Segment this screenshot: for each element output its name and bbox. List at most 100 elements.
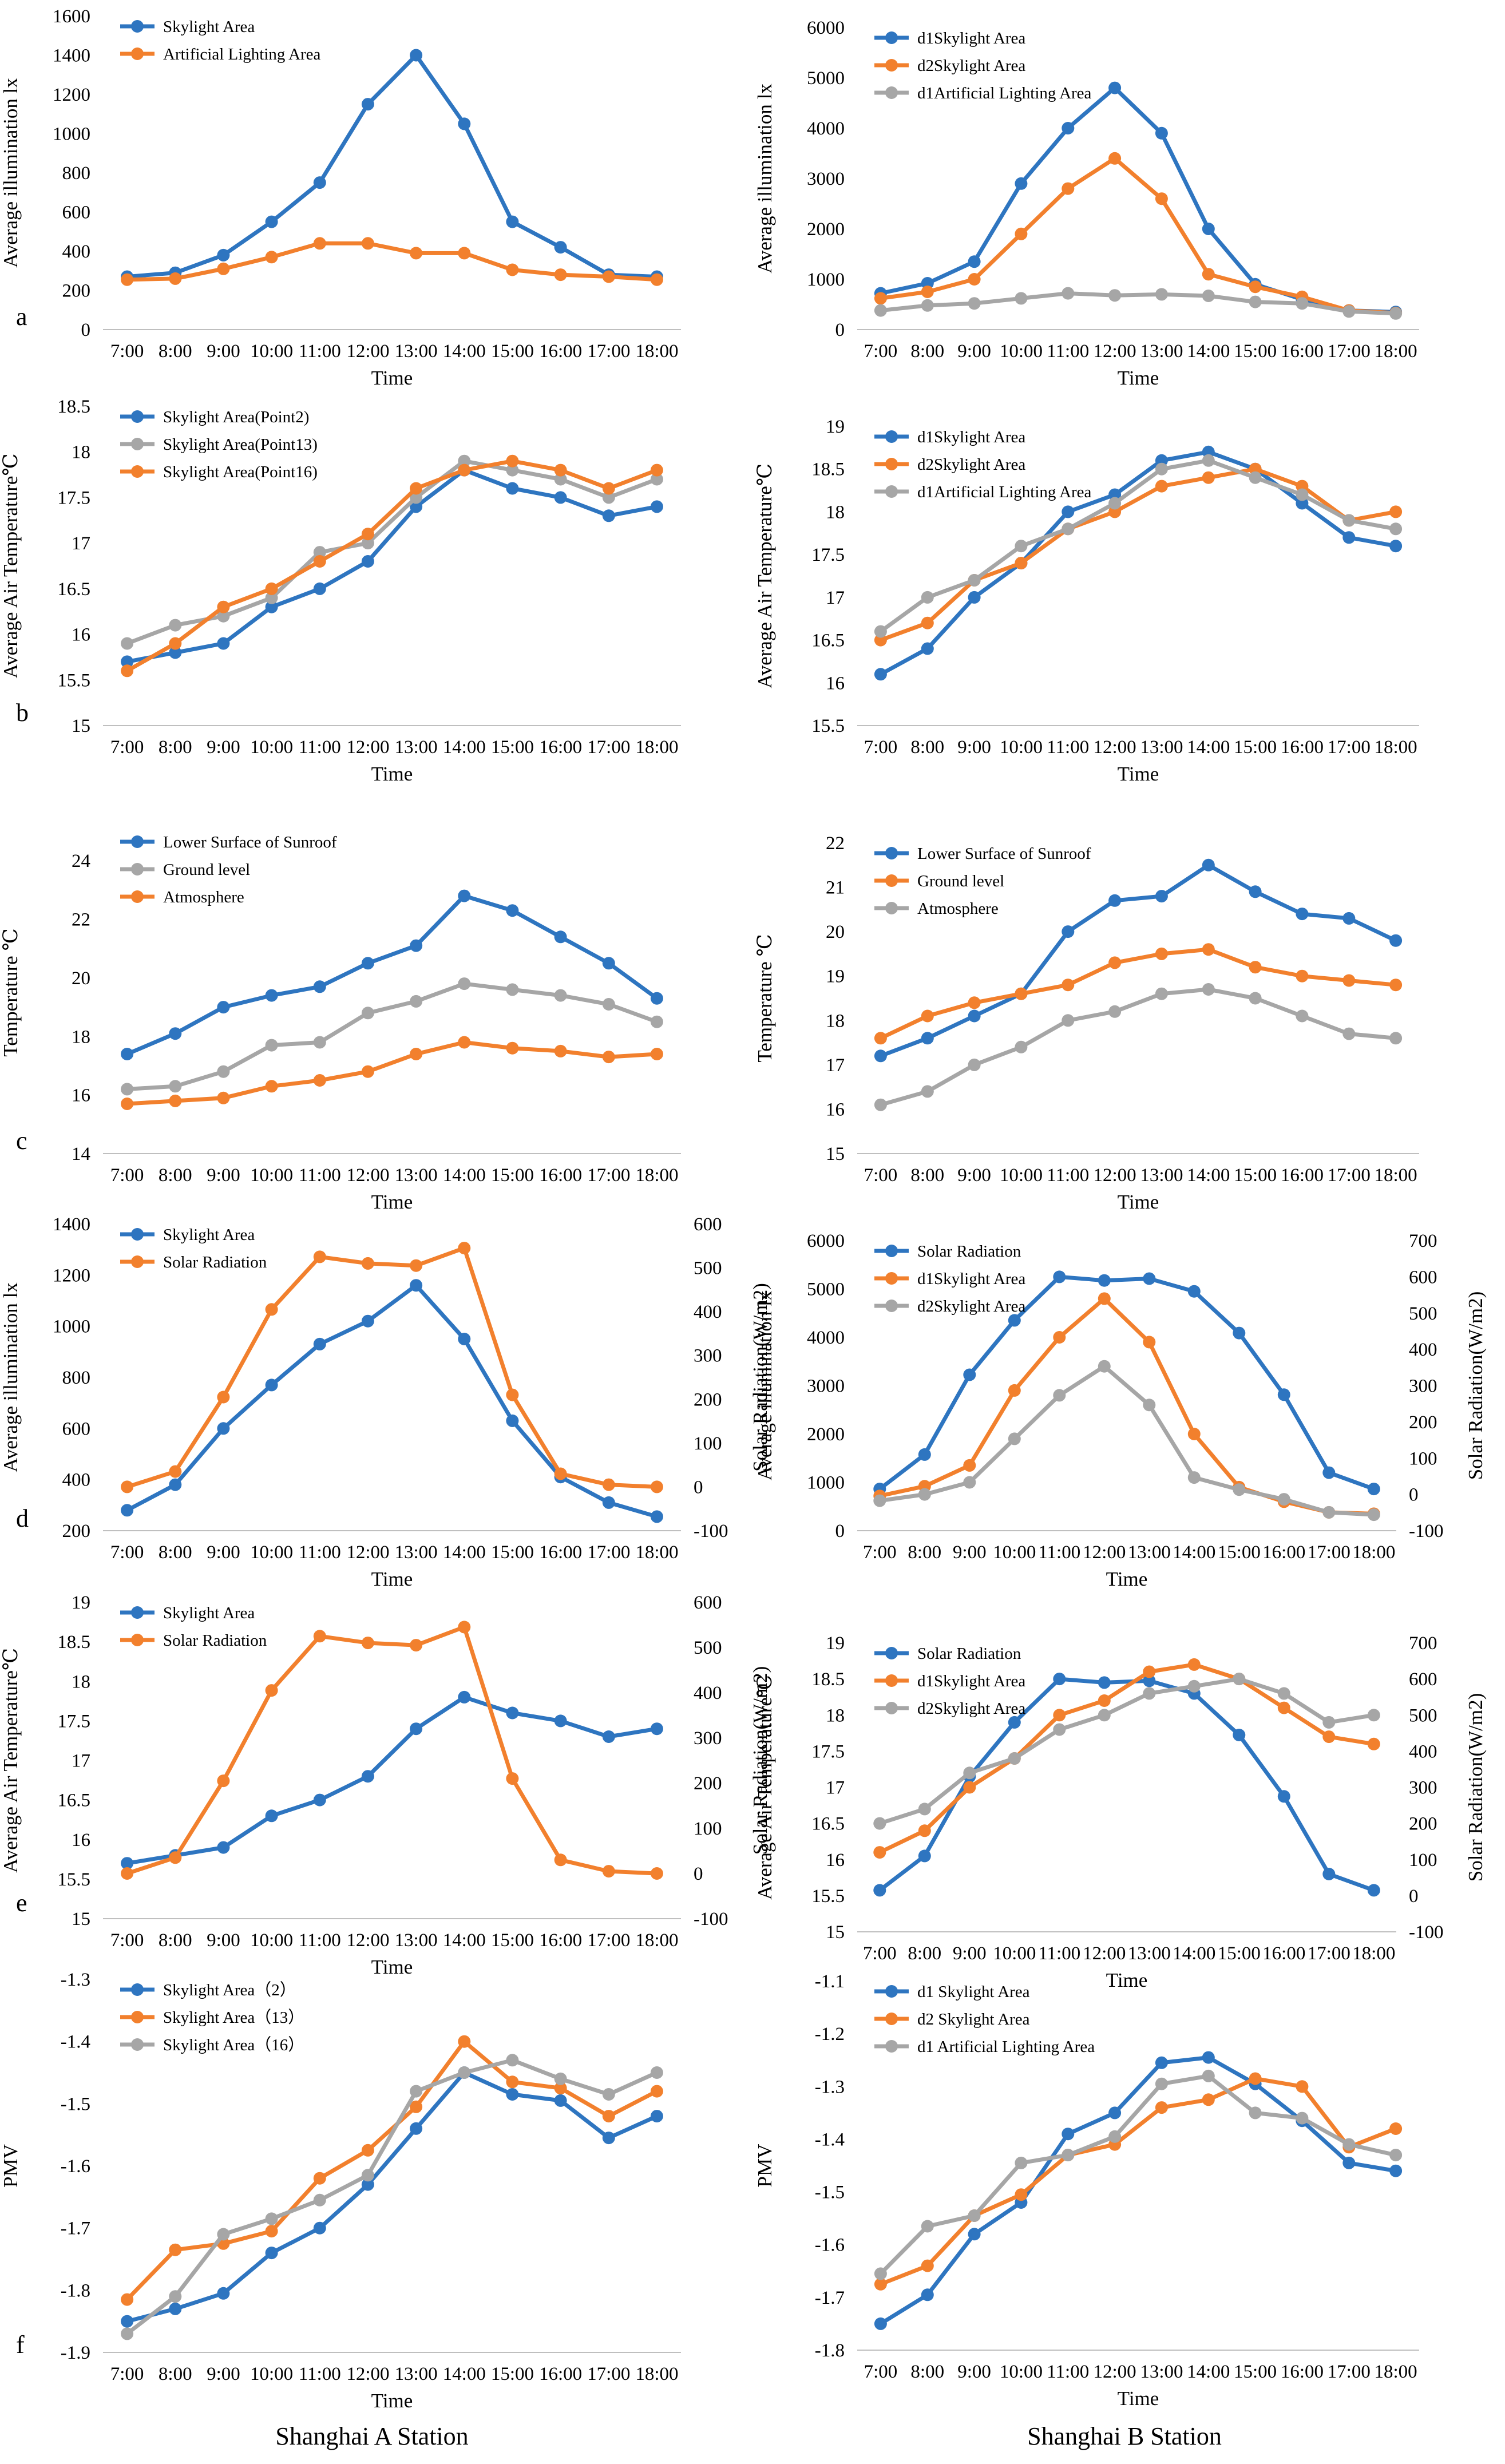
y-tick-label: 0	[835, 1521, 845, 1542]
legend-label: d2Skylight Area	[917, 1700, 1025, 1718]
y-tick-label: -1.7	[815, 2288, 845, 2308]
data-point	[921, 1009, 934, 1023]
x-axis-title: Time	[371, 2390, 413, 2412]
y2-tick-label: 500	[694, 1258, 722, 1279]
data-point	[554, 1853, 567, 1867]
data-point	[458, 1333, 471, 1345]
data-point	[458, 454, 471, 468]
panel-letter: e	[16, 1889, 27, 1917]
y-tick-label: 18	[72, 1671, 90, 1692]
x-tick-label: 13:00	[394, 341, 437, 362]
series-2	[874, 983, 1403, 1111]
data-point	[506, 1706, 519, 1720]
data-point	[410, 491, 423, 504]
legend-item: Skylight Area（13）	[120, 2009, 304, 2027]
x-axis-title: Time	[1118, 367, 1159, 389]
data-point	[874, 668, 887, 681]
data-point	[554, 241, 567, 254]
panel-letter: c	[16, 1127, 27, 1155]
legend-swatch-marker	[885, 874, 898, 887]
x-tick-label: 10:00	[250, 737, 293, 758]
data-point	[602, 1730, 615, 1743]
data-point	[1296, 488, 1309, 501]
data-point	[361, 2169, 374, 2182]
data-point	[1062, 182, 1075, 195]
x-tick-label: 18:00	[1374, 1165, 1417, 1186]
data-point	[650, 464, 663, 477]
x-tick-label: 15:00	[491, 341, 534, 362]
data-point	[602, 998, 615, 1011]
x-tick-label: 11:00	[1038, 1542, 1080, 1563]
legend-swatch-marker	[131, 465, 144, 478]
data-point	[458, 464, 471, 477]
y-tick-label: 20	[826, 922, 845, 942]
data-point	[602, 1051, 615, 1064]
legend-swatch-marker	[131, 1606, 144, 1619]
data-point	[1108, 2106, 1122, 2120]
data-point	[1202, 268, 1215, 281]
y-tick-label: -1.5	[61, 2094, 90, 2114]
data-point	[265, 989, 278, 1002]
data-point	[918, 1849, 931, 1863]
data-point	[874, 304, 887, 317]
y-axis-title: Temperature ℃	[0, 928, 22, 1056]
data-point	[921, 1032, 934, 1045]
data-point	[1389, 307, 1403, 320]
y-tick-label: -1.2	[815, 2024, 845, 2045]
x-tick-label: 12:00	[346, 1930, 389, 1951]
data-point	[968, 1058, 981, 1071]
data-point	[1322, 1466, 1336, 1479]
y-tick-label: -1.9	[61, 2343, 90, 2363]
data-point	[650, 2085, 663, 2098]
y-tick-label: 200	[62, 1521, 91, 1542]
data-point	[1202, 983, 1215, 996]
y-tick-label: 16.5	[57, 579, 90, 600]
x-tick-label: 9:00	[207, 1542, 240, 1563]
legend-item: Lower Surface of Sunroof	[874, 845, 1091, 863]
data-point	[169, 619, 182, 632]
y2-axis-title: Solar Radiation(W/m2)	[1464, 1292, 1487, 1480]
legend-item: Solar Radiation	[120, 1631, 267, 1650]
x-tick-label: 18:00	[1374, 737, 1417, 758]
y-tick-label: 0	[81, 320, 91, 340]
legend-swatch-marker	[885, 86, 898, 99]
data-point	[217, 1841, 230, 1854]
y-tick-label: 18	[826, 1011, 845, 1031]
x-tick-label: 13:00	[1140, 737, 1183, 758]
data-point	[121, 637, 134, 650]
series-line	[880, 2055, 1396, 2326]
data-point	[1187, 1471, 1201, 1484]
data-point	[121, 1857, 134, 1870]
data-point	[1296, 297, 1309, 310]
data-point	[1202, 943, 1215, 956]
y2-tick-label: 700	[1409, 1633, 1437, 1654]
data-point	[506, 215, 519, 228]
legend-label: Lower Surface of Sunroof	[163, 833, 337, 851]
series-line	[880, 2077, 1397, 2287]
y-tick-label: 21	[826, 878, 845, 898]
x-tick-label: 8:00	[910, 341, 944, 362]
series-1	[121, 2035, 663, 2306]
series-line	[879, 1677, 1375, 1825]
data-point	[921, 616, 934, 629]
series-0	[874, 445, 1403, 681]
y2-tick-label: 400	[694, 1683, 722, 1704]
data-point	[1342, 514, 1356, 527]
x-tick-label: 15:00	[1234, 1165, 1277, 1186]
y-tick-label: 18	[72, 1027, 90, 1047]
legend-item: Skylight Area(Point13)	[120, 435, 318, 454]
data-point	[554, 491, 567, 504]
data-point	[1296, 2112, 1309, 2125]
data-point	[921, 2288, 934, 2301]
data-point	[1155, 2056, 1168, 2069]
data-point	[313, 980, 326, 993]
y-tick-label: 18.5	[57, 1632, 90, 1653]
y-axis-title: PMV	[754, 2144, 776, 2188]
x-tick-label: 14:00	[443, 2364, 486, 2384]
series-line	[126, 53, 658, 279]
data-point	[217, 1001, 230, 1014]
y2-tick-label: 600	[1409, 1669, 1437, 1690]
data-point	[1008, 1314, 1021, 1327]
legend-swatch-marker	[131, 835, 144, 848]
data-point	[554, 1044, 567, 1057]
